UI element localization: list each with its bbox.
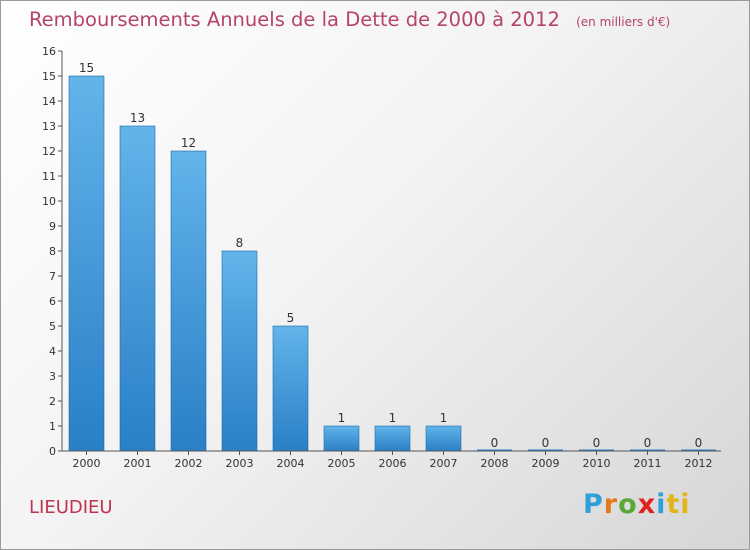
bar — [221, 250, 258, 452]
bar — [528, 449, 563, 451]
chart-title: Remboursements Annuels de la Dette de 20… — [29, 8, 670, 31]
value-label: 0 — [593, 436, 601, 450]
x-tick-label: 2004 — [277, 457, 305, 470]
bar — [374, 425, 411, 452]
bar — [119, 125, 156, 452]
y-tick-label: 15 — [42, 70, 56, 83]
y-tick-label: 5 — [49, 320, 56, 333]
y-tick-label: 11 — [42, 170, 56, 183]
value-label: 0 — [491, 436, 499, 450]
x-tick-label: 2007 — [430, 457, 458, 470]
bar — [630, 449, 665, 451]
y-tick-label: 10 — [42, 195, 56, 208]
chart-title-text: Remboursements Annuels de la Dette de 20… — [29, 8, 560, 31]
y-tick-label: 1 — [49, 420, 56, 433]
x-tick-label: 2003 — [226, 457, 254, 470]
value-label: 15 — [79, 61, 94, 75]
value-label: 1 — [338, 411, 346, 425]
logo-letter: o — [618, 489, 638, 520]
value-label: 13 — [130, 111, 145, 125]
bars-group: 15 13 12 8 5 1 1 1 0 0 0 0 0 — [68, 61, 716, 452]
y-tick-label: 4 — [49, 345, 56, 358]
x-tick-label: 2011 — [634, 457, 662, 470]
y-tick-label: 3 — [49, 370, 56, 383]
bar — [477, 449, 512, 451]
value-label: 1 — [440, 411, 448, 425]
y-tick-label: 0 — [49, 445, 56, 458]
y-tick-label: 7 — [49, 270, 56, 283]
y-tick-label: 14 — [42, 95, 56, 108]
x-tick-label: 2006 — [379, 457, 407, 470]
bar — [579, 449, 614, 451]
bar — [425, 425, 462, 452]
bar — [68, 75, 105, 452]
bar — [681, 449, 716, 451]
value-label: 1 — [389, 411, 397, 425]
y-tick-label: 9 — [49, 220, 56, 233]
bar — [170, 150, 207, 452]
x-tick-label: 2012 — [685, 457, 713, 470]
x-tick-label: 2010 — [583, 457, 611, 470]
logo-letter: i — [656, 489, 667, 520]
value-label: 5 — [287, 311, 295, 325]
x-tick-label: 2000 — [73, 457, 101, 470]
x-tick-label: 2005 — [328, 457, 356, 470]
value-label: 0 — [695, 436, 703, 450]
logo-letter: P — [583, 489, 604, 520]
y-tick-label: 16 — [42, 45, 56, 58]
x-tick-label: 2002 — [175, 457, 203, 470]
y-tick-label: 2 — [49, 395, 56, 408]
bar — [272, 325, 309, 452]
value-label: 8 — [236, 236, 244, 250]
x-tick-label: 2008 — [481, 457, 509, 470]
value-label: 0 — [644, 436, 652, 450]
proxiti-logo: Proxiti — [583, 489, 691, 520]
chart-unit: (en milliers d'€) — [576, 15, 671, 29]
bar — [323, 425, 360, 452]
value-label: 0 — [542, 436, 550, 450]
commune-name: LIEUDIEU — [29, 497, 113, 518]
logo-letter: ti — [666, 489, 691, 520]
value-label: 12 — [181, 136, 196, 150]
logo-letter: x — [637, 489, 657, 520]
logo-letter: r — [603, 489, 619, 520]
x-tick-label: 2009 — [532, 457, 560, 470]
x-tick-label: 2001 — [124, 457, 152, 470]
y-tick-label: 12 — [42, 145, 56, 158]
y-tick-label: 13 — [42, 120, 56, 133]
y-tick-label: 6 — [49, 295, 56, 308]
x-axis: 2000 2001 2002 2003 2004 2005 2006 2007 2008 2009… — [62, 450, 721, 470]
y-tick-label: 8 — [49, 245, 56, 258]
